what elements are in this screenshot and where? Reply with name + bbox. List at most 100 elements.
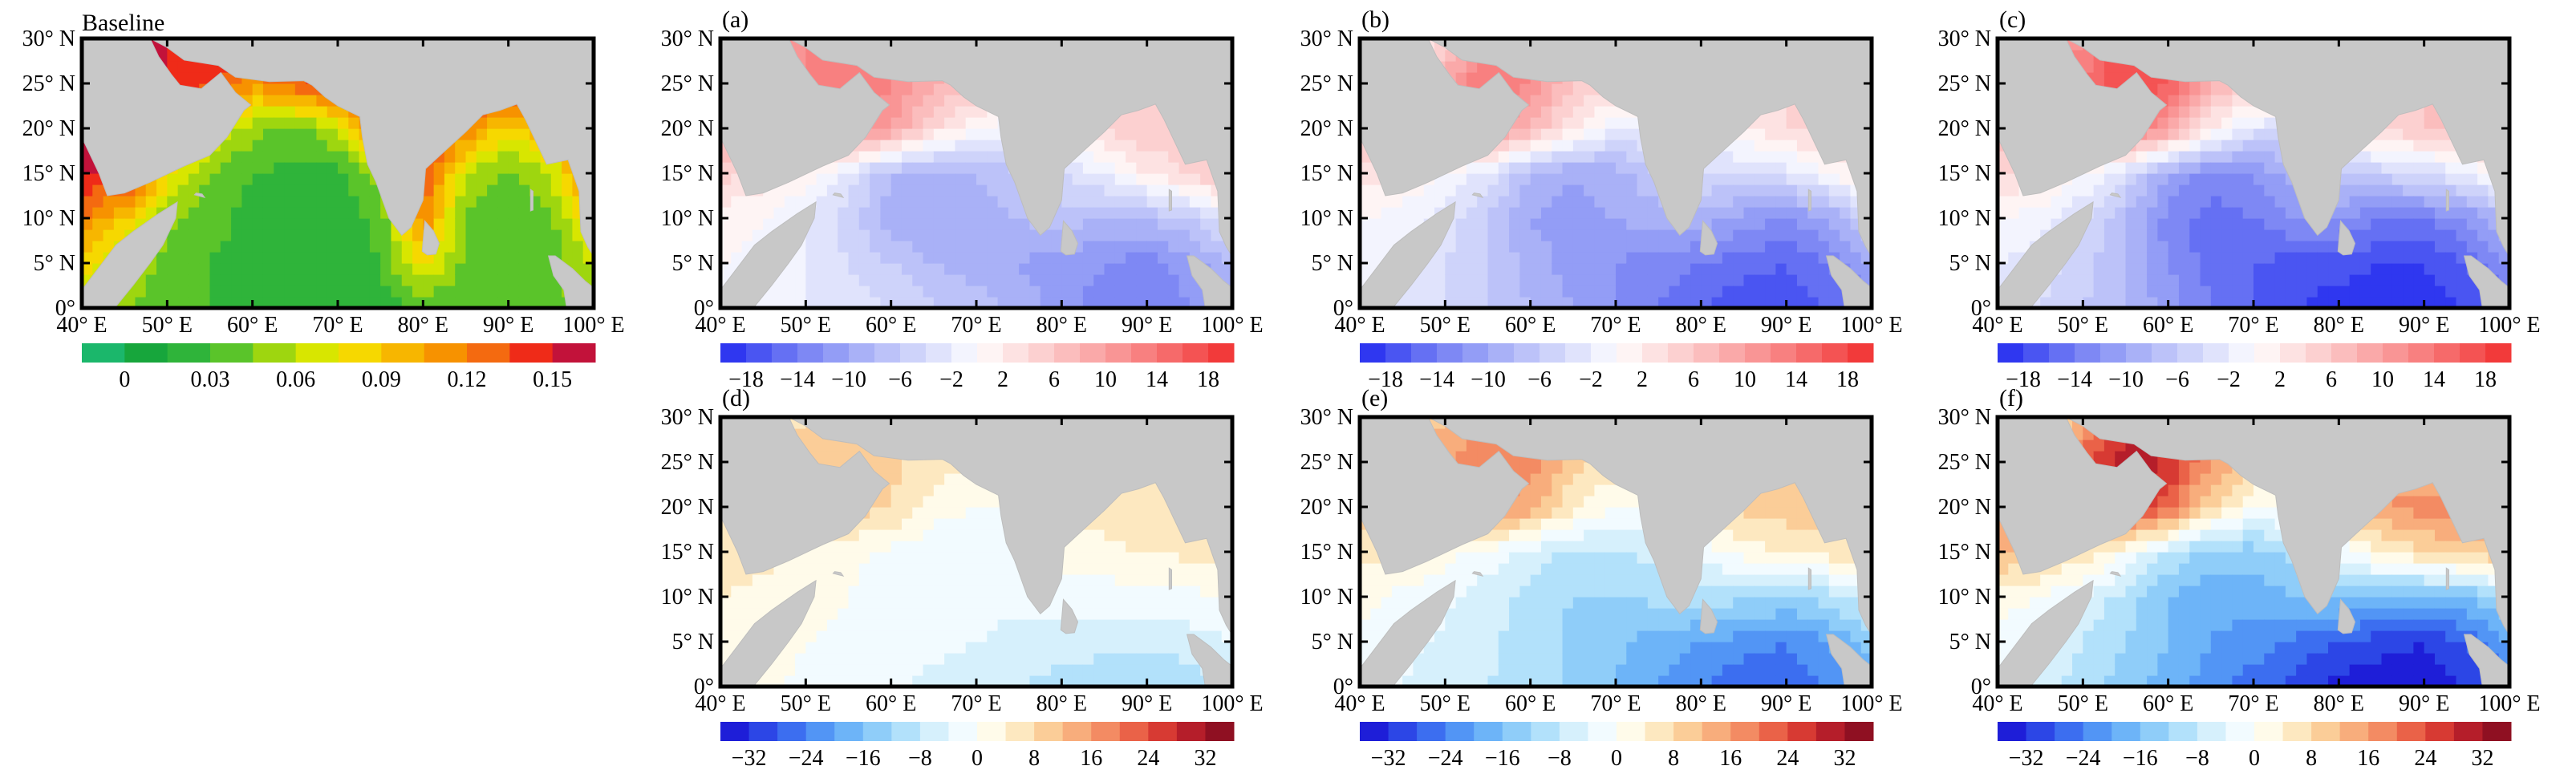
contour-cell [2210,117,2222,129]
contour-cell [1360,173,1371,185]
contour-cell [1786,252,1798,264]
contour-cell [965,151,977,163]
contour-cell [1072,218,1084,230]
contour-cell [113,229,125,241]
contour-cell [1530,297,1542,308]
contour-cell [1487,151,1499,163]
contour-cell [2189,207,2201,219]
contour-cell [209,151,221,163]
contour-cell [2093,297,2105,308]
contour-cell [955,95,967,107]
contour-cell [923,274,935,286]
contour-cell [2359,263,2371,275]
contour-cell [220,151,232,163]
contour-cell [1658,286,1670,298]
contour-cell [1487,297,1499,308]
contour-cell [1626,252,1638,264]
contour-cell [2115,286,2127,298]
contour-cell [262,184,274,197]
contour-cell [1562,128,1574,140]
contour-cell [1690,252,1702,264]
contour-cell [1082,297,1094,308]
contour-cell [1754,140,1766,152]
contour-cell [795,184,806,197]
contour-cell [1998,252,2009,264]
contour-cell [1072,173,1084,185]
contour-cell [1126,173,1137,185]
contour-cell [1104,218,1116,230]
contour-cell [880,162,892,174]
contour-cell [220,162,232,174]
contour-cell [1562,207,1574,219]
colorbar-swatch [1617,343,1643,363]
contour-cell [2274,207,2286,219]
contour-cell [2103,173,2116,185]
contour-cell [1552,252,1564,264]
contour-cell [241,162,254,174]
contour-cell [562,173,574,185]
contour-cell [1754,184,1766,197]
contour-cell [944,229,956,241]
contour-cell [2136,196,2148,208]
contour-cell [2210,207,2222,219]
contour-cell [231,207,242,219]
contour-cell [369,263,381,275]
contour-cell [1743,151,1755,163]
contour-cell [1775,140,1787,152]
contour-cell [262,241,274,253]
contour-cell [2136,263,2148,275]
contour-cell [2264,218,2276,230]
lon-tick-label: 60° E [1505,313,1556,338]
contour-cell [145,297,157,308]
contour-cell [1594,218,1606,230]
contour-cell [838,184,850,197]
contour-cell [870,263,881,275]
contour-cell [1008,229,1020,241]
contour-cell [2403,252,2414,264]
contour-cell [2178,241,2190,253]
contour-cell [476,140,488,152]
contour-cell [1082,263,1094,275]
contour-cell [1519,218,1531,230]
contour-cell [465,274,477,286]
contour-cell [582,263,594,275]
contour-cell [497,218,509,230]
contour-cell [1594,173,1606,185]
contour-cell [1786,140,1798,152]
contour-cell [1552,207,1564,219]
contour-cell [1562,95,1574,107]
contour-cell [1530,151,1542,163]
contour-cell [2349,207,2361,219]
contour-cell [1168,229,1180,241]
contour-cell [2413,252,2425,264]
contour-cell [1072,196,1084,208]
contour-cell [1114,117,1126,129]
contour-cell [316,184,328,197]
contour-cell [826,229,838,241]
contour-cell [1093,274,1105,286]
contour-cell [2242,263,2254,275]
contour-cell [1114,162,1126,174]
contour-cell [1423,274,1435,286]
contour-cell [327,117,339,129]
contour-cell [550,184,562,197]
contour-cell [1786,117,1798,129]
contour-cell [82,196,93,208]
contour-cell [1519,241,1531,253]
contour-cell [369,286,381,298]
contour-cell [167,229,179,241]
contour-cell [2200,263,2212,275]
contour-cell [348,274,360,286]
contour-cell [858,184,870,197]
contour-cell [2371,173,2383,185]
contour-cell [1509,274,1520,286]
contour-cell [1029,241,1041,253]
contour-cell [2359,162,2371,174]
contour-cell [1040,252,1052,264]
contour-cell [177,61,189,73]
contour-cell [955,252,967,264]
contour-cell [2232,286,2244,298]
contour-cell [1157,128,1169,140]
contour-cell [2157,162,2169,174]
contour-cell [2296,286,2308,298]
